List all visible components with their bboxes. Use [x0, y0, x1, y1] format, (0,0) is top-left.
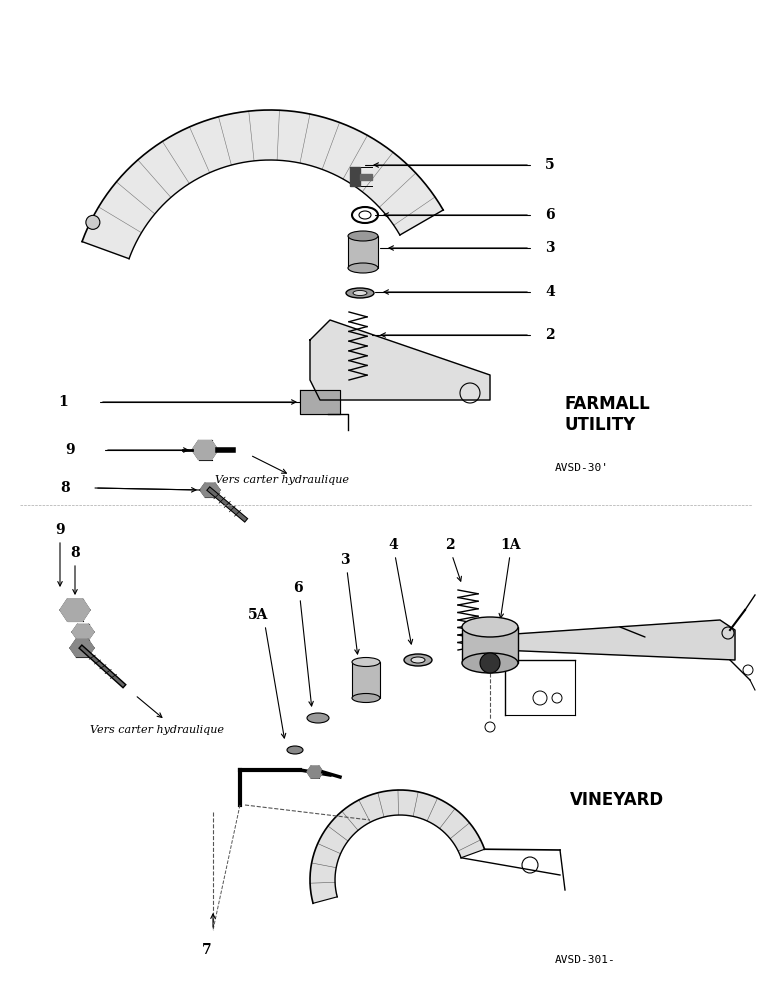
Ellipse shape: [353, 290, 367, 296]
Polygon shape: [192, 440, 218, 460]
Polygon shape: [72, 624, 94, 640]
Bar: [348, 236, 378, 268]
Text: 2: 2: [545, 328, 554, 342]
Text: 6: 6: [293, 581, 303, 595]
Bar: [462, 627, 518, 663]
Ellipse shape: [348, 231, 378, 241]
Text: 8: 8: [60, 481, 70, 495]
Bar: [352, 662, 380, 698]
Text: 3: 3: [545, 241, 554, 255]
Polygon shape: [307, 766, 323, 778]
Text: 1: 1: [58, 395, 68, 409]
Text: Vers carter hydraulique: Vers carter hydraulique: [215, 475, 349, 485]
Ellipse shape: [307, 713, 329, 723]
Text: AVSD-30': AVSD-30': [555, 463, 609, 473]
Text: 1A: 1A: [499, 538, 520, 552]
Text: 5A: 5A: [248, 608, 268, 622]
Text: 9: 9: [55, 523, 65, 537]
Polygon shape: [310, 790, 485, 903]
Text: 9: 9: [66, 443, 75, 457]
Polygon shape: [300, 390, 340, 414]
Text: AVSD-301-: AVSD-301-: [555, 955, 616, 965]
Text: FARMALL
UTILITY: FARMALL UTILITY: [565, 395, 651, 434]
Polygon shape: [500, 620, 735, 660]
Ellipse shape: [287, 746, 303, 754]
Text: Vers carter hydraulique: Vers carter hydraulique: [90, 725, 224, 735]
Polygon shape: [350, 167, 360, 186]
Circle shape: [480, 653, 500, 673]
Polygon shape: [200, 483, 220, 497]
Ellipse shape: [352, 694, 380, 702]
Text: 8: 8: [70, 546, 80, 560]
Text: 3: 3: [340, 553, 350, 567]
Text: 4: 4: [388, 538, 398, 552]
Polygon shape: [310, 320, 490, 400]
Polygon shape: [60, 599, 90, 621]
Ellipse shape: [348, 263, 378, 273]
Ellipse shape: [346, 288, 374, 298]
Text: 2: 2: [445, 538, 455, 552]
Polygon shape: [360, 174, 372, 180]
Polygon shape: [82, 110, 443, 259]
Ellipse shape: [404, 654, 432, 666]
Polygon shape: [70, 639, 94, 657]
Ellipse shape: [462, 617, 518, 637]
Circle shape: [86, 215, 100, 229]
Text: 6: 6: [545, 208, 554, 222]
Text: VINEYARD: VINEYARD: [570, 791, 664, 809]
Text: 4: 4: [545, 285, 555, 299]
Ellipse shape: [462, 653, 518, 673]
Text: 5: 5: [545, 158, 554, 172]
Text: 7: 7: [202, 943, 212, 957]
Ellipse shape: [352, 658, 380, 666]
Ellipse shape: [411, 657, 425, 663]
